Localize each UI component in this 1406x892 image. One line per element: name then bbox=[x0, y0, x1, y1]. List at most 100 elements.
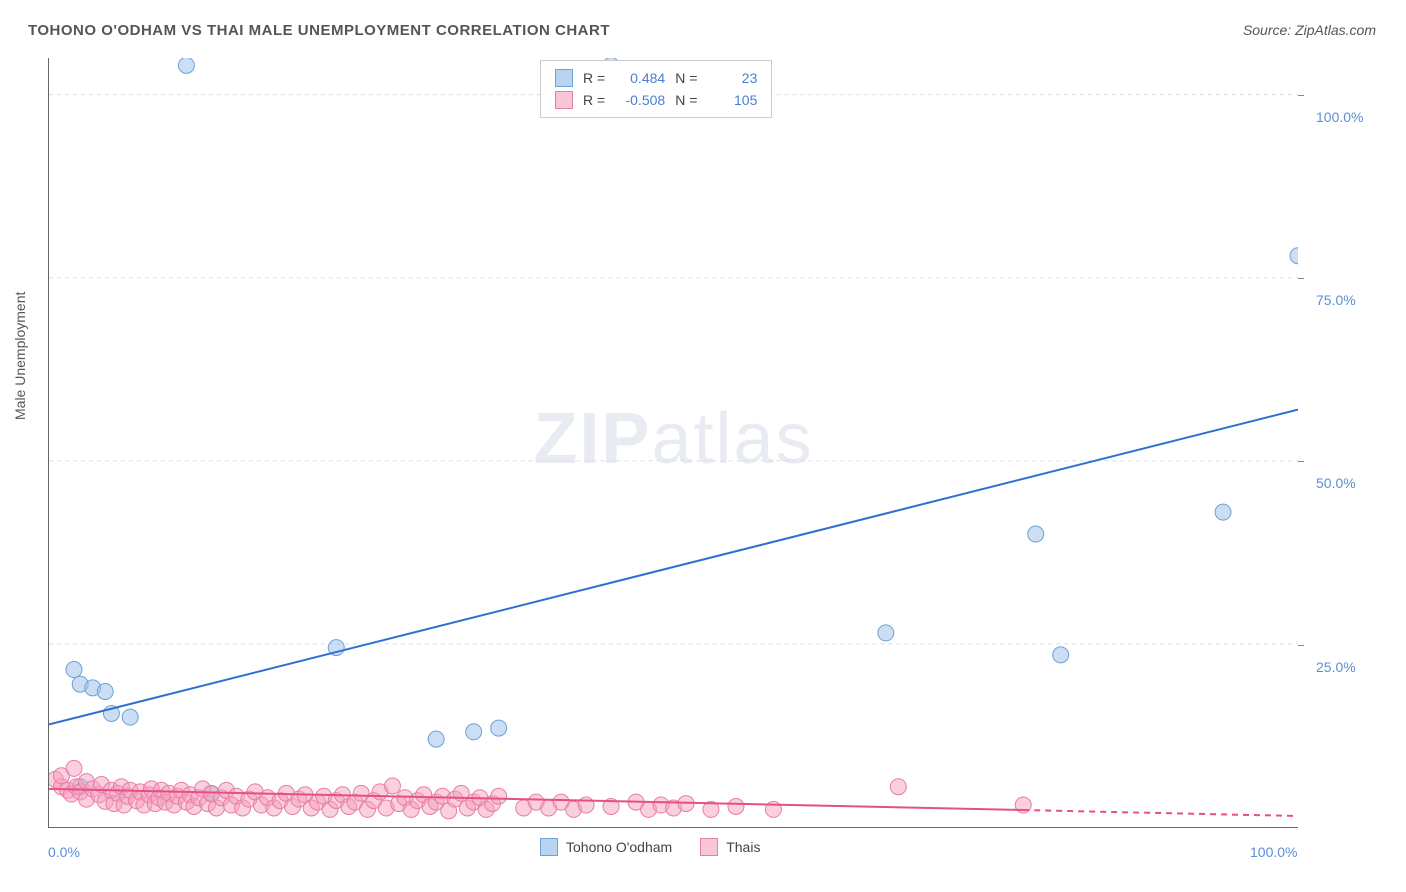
data-point bbox=[472, 790, 488, 806]
data-point bbox=[106, 796, 122, 812]
data-point bbox=[161, 785, 177, 801]
data-point bbox=[132, 784, 148, 800]
data-point bbox=[328, 793, 344, 809]
x-tick-label: 100.0% bbox=[1250, 844, 1297, 860]
data-point bbox=[60, 782, 76, 798]
data-point bbox=[147, 796, 163, 812]
stats-legend-box: R =0.484N =23R =-0.508N =105 bbox=[540, 60, 772, 118]
legend-label: Tohono O'odham bbox=[566, 839, 672, 855]
legend-item: Thais bbox=[700, 838, 760, 856]
data-point bbox=[110, 785, 126, 801]
data-point bbox=[366, 793, 382, 809]
data-point bbox=[566, 801, 582, 817]
data-point bbox=[141, 787, 157, 803]
data-point bbox=[316, 788, 332, 804]
data-point bbox=[203, 786, 219, 802]
data-point bbox=[628, 794, 644, 810]
right-tick-mark bbox=[1298, 95, 1304, 96]
data-point bbox=[491, 720, 507, 736]
data-point bbox=[1290, 248, 1298, 264]
data-point bbox=[603, 799, 619, 815]
data-point bbox=[728, 799, 744, 815]
data-point bbox=[53, 768, 69, 784]
data-point bbox=[322, 801, 338, 817]
data-point bbox=[1028, 526, 1044, 542]
data-point bbox=[384, 778, 400, 794]
data-point bbox=[213, 790, 229, 806]
data-point bbox=[466, 794, 482, 810]
data-point bbox=[85, 781, 101, 797]
data-point bbox=[72, 676, 88, 692]
data-point bbox=[247, 784, 263, 800]
data-point bbox=[72, 779, 88, 795]
data-point bbox=[178, 58, 194, 73]
data-point bbox=[116, 797, 132, 813]
y-tick-label: 100.0% bbox=[1316, 109, 1363, 125]
data-point bbox=[553, 794, 569, 810]
data-point bbox=[195, 781, 211, 797]
stats-r-label: R = bbox=[583, 67, 605, 89]
data-point bbox=[85, 680, 101, 696]
watermark: ZIPatlas bbox=[533, 397, 813, 479]
data-point bbox=[191, 790, 207, 806]
data-point bbox=[68, 779, 84, 795]
data-point bbox=[441, 803, 457, 819]
stats-row: R =-0.508N =105 bbox=[555, 89, 757, 111]
data-point bbox=[173, 782, 189, 798]
data-point bbox=[478, 801, 494, 817]
data-point bbox=[678, 796, 694, 812]
data-point bbox=[285, 799, 301, 815]
data-point bbox=[200, 796, 216, 812]
data-point bbox=[360, 801, 376, 817]
data-point bbox=[378, 800, 394, 816]
data-point bbox=[223, 797, 239, 813]
data-point bbox=[178, 794, 194, 810]
data-point bbox=[166, 797, 182, 813]
data-point bbox=[653, 797, 669, 813]
stats-n-value: 23 bbox=[707, 67, 757, 89]
data-point bbox=[72, 784, 88, 800]
data-point bbox=[128, 793, 144, 809]
data-point bbox=[157, 794, 173, 810]
data-point bbox=[66, 662, 82, 678]
data-point bbox=[516, 800, 532, 816]
data-point bbox=[63, 786, 79, 802]
chart-plot-area: ZIPatlas bbox=[48, 58, 1298, 828]
data-point bbox=[878, 625, 894, 641]
data-point bbox=[890, 779, 906, 795]
data-point bbox=[335, 787, 351, 803]
legend-swatch bbox=[700, 838, 718, 856]
data-point bbox=[228, 788, 244, 804]
y-tick-label: 50.0% bbox=[1316, 475, 1356, 491]
data-point bbox=[186, 799, 202, 815]
watermark-zip: ZIP bbox=[533, 398, 651, 478]
data-point bbox=[241, 791, 257, 807]
trend-line-dashed bbox=[1023, 810, 1298, 816]
data-point bbox=[303, 800, 319, 816]
data-point bbox=[466, 724, 482, 740]
watermark-atlas: atlas bbox=[651, 398, 813, 478]
legend-swatch bbox=[540, 838, 558, 856]
data-point bbox=[578, 797, 594, 813]
data-point bbox=[409, 793, 425, 809]
legend-swatch bbox=[555, 91, 573, 109]
legend-item: Tohono O'odham bbox=[540, 838, 672, 856]
data-point bbox=[103, 705, 119, 721]
stats-r-label: R = bbox=[583, 89, 605, 111]
data-point bbox=[491, 788, 507, 804]
legend-label: Thais bbox=[726, 839, 760, 855]
data-point bbox=[310, 794, 326, 810]
data-point bbox=[428, 794, 444, 810]
data-point bbox=[91, 787, 107, 803]
data-point bbox=[272, 793, 288, 809]
data-point bbox=[260, 790, 276, 806]
data-point bbox=[122, 782, 138, 798]
stats-n-value: 105 bbox=[707, 89, 757, 111]
data-point bbox=[391, 796, 407, 812]
data-point bbox=[541, 800, 557, 816]
data-point bbox=[528, 794, 544, 810]
y-tick-label: 75.0% bbox=[1316, 292, 1356, 308]
source-label: Source: ZipAtlas.com bbox=[1243, 22, 1376, 38]
data-point bbox=[1215, 504, 1231, 520]
data-point bbox=[765, 801, 781, 817]
